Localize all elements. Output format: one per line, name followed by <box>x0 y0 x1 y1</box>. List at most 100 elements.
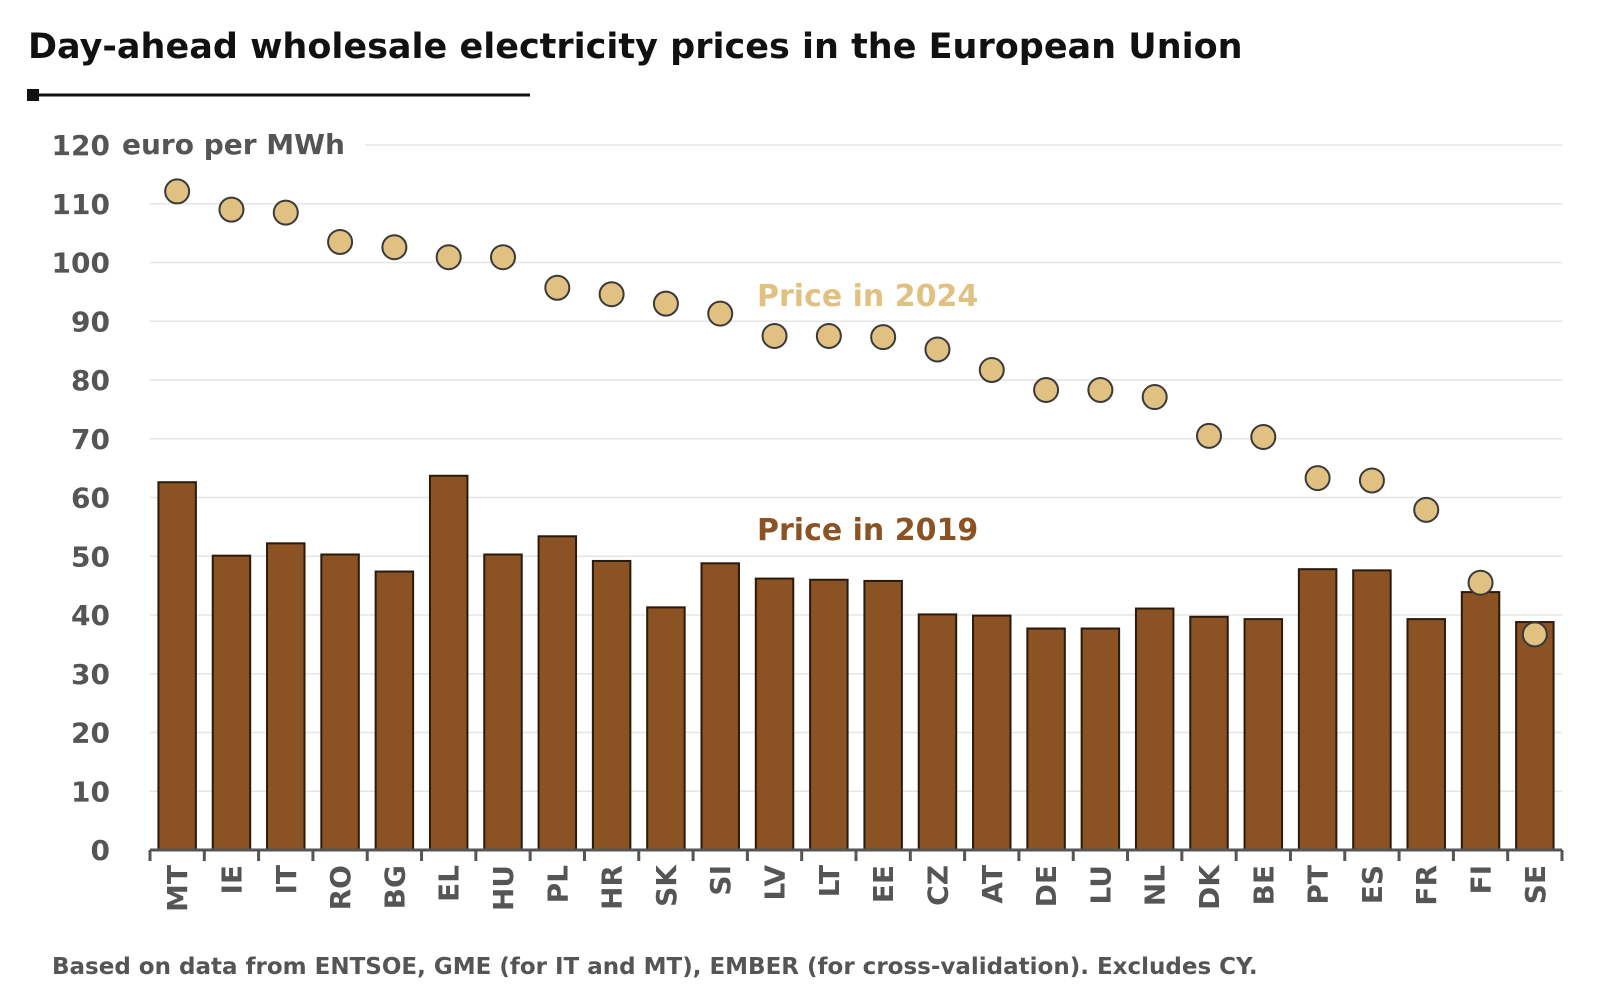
bar-2019-hr <box>591 559 632 851</box>
bar-2019-lu <box>1080 627 1121 852</box>
bar-2019-si <box>700 562 740 851</box>
point-2024-ro <box>327 228 354 255</box>
y-tick-label: 20 <box>71 717 110 750</box>
y-tick-label: 0 <box>91 834 110 867</box>
chart-title: Day-ahead wholesale electricity prices i… <box>28 27 1243 67</box>
y-tick-label: 10 <box>71 775 110 808</box>
point-2024-el <box>435 244 462 271</box>
y-tick-label: 60 <box>71 482 110 515</box>
point-2024-fr <box>1413 496 1440 523</box>
point-2024-at <box>978 357 1005 384</box>
x-tick-label-ee: EE <box>867 865 900 903</box>
point-2024-it <box>272 199 299 226</box>
point-2024-lv <box>761 322 788 349</box>
bar-2019-nl <box>1134 607 1175 851</box>
series-label-2024: Price in 2024 <box>757 279 978 314</box>
x-tick-label-de: DE <box>1030 865 1063 907</box>
point-2024-se <box>1521 621 1548 648</box>
bars-2019 <box>157 474 1555 852</box>
bar-2019-pt <box>1297 568 1338 851</box>
x-tick-label-lt: LT <box>813 865 846 897</box>
x-tick-label-be: BE <box>1247 865 1280 905</box>
x-axis <box>148 848 1564 861</box>
y-tick-label: 40 <box>71 599 110 632</box>
y-tick-label: 120 <box>52 129 110 162</box>
bar-2019-sk <box>646 606 686 851</box>
x-tick-label-lv: LV <box>759 865 792 901</box>
bar-2019-lv <box>754 577 795 851</box>
x-tick-label-mt: MT <box>161 865 194 912</box>
bar-2019-mt <box>157 481 197 851</box>
point-2024-sk <box>652 290 679 317</box>
x-tick-label-si: SI <box>704 865 737 896</box>
bar-2019-pl <box>537 535 578 852</box>
point-2024-de <box>1033 376 1060 403</box>
x-tick-label-lu: LU <box>1084 865 1117 905</box>
point-2024-dk <box>1196 422 1222 449</box>
bar-2019-fr <box>1406 618 1446 851</box>
y-tick-label: 80 <box>71 364 110 397</box>
bar-2019-dk <box>1189 615 1229 852</box>
x-axis-ticks: MT IE IT RO BG EL HU PL HR SK SI LV LT EE CZ AT DE LU NL DK… <box>161 864 1552 912</box>
bar-2019-es <box>1352 569 1392 851</box>
y-tick-label: 50 <box>71 540 110 573</box>
x-tick-label-hr: HR <box>596 865 629 910</box>
bar-2019-cz <box>917 613 958 851</box>
y-tick-label: 110 <box>52 188 110 221</box>
x-tick-label-ro: RO <box>324 865 357 910</box>
point-2024-lu <box>1087 376 1114 403</box>
x-tick-label-pt: PT <box>1302 865 1335 905</box>
bar-2019-se <box>1515 621 1555 851</box>
point-2024-es <box>1358 467 1385 494</box>
point-2024-bg <box>381 234 408 261</box>
title-underline-marker <box>27 89 39 101</box>
series-label-2019: Price in 2019 <box>757 513 978 548</box>
point-2024-fi <box>1467 569 1494 596</box>
point-2024-nl <box>1141 384 1168 411</box>
points-2024 <box>164 178 1548 648</box>
bar-2019-at <box>972 614 1012 852</box>
x-tick-label-at: AT <box>976 865 1009 904</box>
x-tick-label-hu: HU <box>487 865 520 911</box>
point-2024-ee <box>870 324 897 351</box>
y-axis-ticks: 0 10 20 30 40 50 60 70 80 90 100 110 120 <box>52 129 110 867</box>
x-tick-label-se: SE <box>1519 865 1552 904</box>
x-tick-label-bg: BG <box>378 865 411 909</box>
point-2024-be <box>1250 423 1277 450</box>
source-note: Based on data from ENTSOE, GME (for IT a… <box>52 954 1258 980</box>
point-2024-si <box>707 300 734 327</box>
x-tick-label-ie: IE <box>215 865 248 895</box>
point-2024-pl <box>544 274 571 301</box>
point-2024-pt <box>1304 465 1331 492</box>
bar-2019-el <box>428 474 469 851</box>
x-tick-label-dk: DK <box>1193 864 1226 910</box>
point-2024-mt <box>164 178 191 205</box>
bar-2019-ie <box>211 554 252 851</box>
bar-2019-de <box>1026 627 1066 852</box>
point-2024-hr <box>598 281 625 308</box>
x-tick-label-nl: NL <box>1139 865 1172 906</box>
x-tick-label-fi: FI <box>1465 865 1498 895</box>
bar-2019-hu <box>483 553 523 851</box>
x-tick-label-it: IT <box>270 865 303 895</box>
x-tick-label-sk: SK <box>650 864 683 907</box>
bar-2019-it <box>266 542 306 851</box>
point-2024-lt <box>815 322 842 349</box>
point-2024-hu <box>490 244 516 271</box>
x-tick-label-el: EL <box>433 865 466 902</box>
bar-2019-ro <box>320 553 360 851</box>
y-tick-label: 90 <box>71 305 110 338</box>
bar-2019-ee <box>863 579 903 851</box>
x-tick-label-fr: FR <box>1410 865 1443 906</box>
y-unit-label: euro per MWh <box>122 128 345 161</box>
bar-2019-fi <box>1460 591 1501 852</box>
x-tick-label-es: ES <box>1356 865 1389 904</box>
bar-2019-bg <box>374 570 415 852</box>
bar-2019-be <box>1243 618 1284 851</box>
point-2024-ie <box>218 196 245 223</box>
bar-2019-lt <box>809 578 849 851</box>
x-tick-label-cz: CZ <box>921 865 954 906</box>
y-tick-label: 30 <box>71 658 110 691</box>
point-2024-cz <box>924 336 951 363</box>
